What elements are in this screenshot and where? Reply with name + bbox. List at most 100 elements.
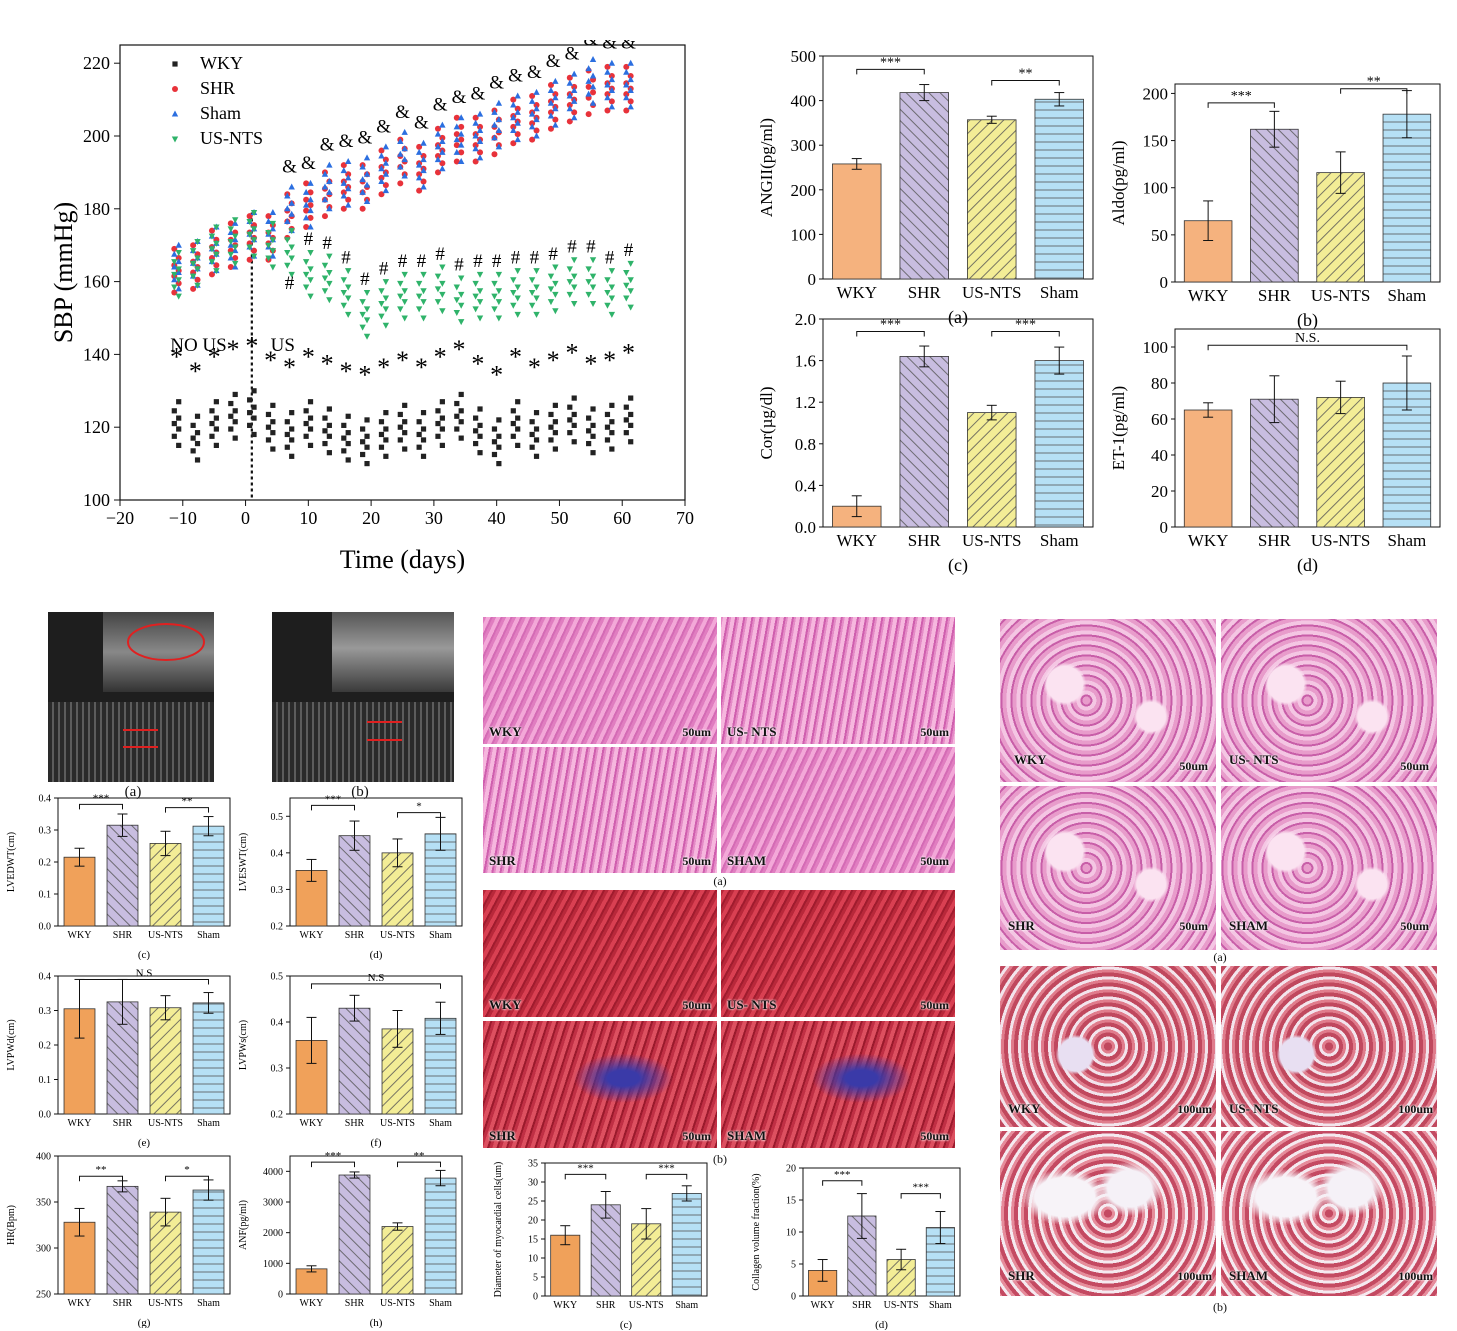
- point-triangle-down: [171, 136, 179, 143]
- point-triangle-down: [570, 300, 578, 307]
- point-square: [477, 406, 483, 412]
- point-circle: [458, 149, 465, 156]
- y-tick-label: 150: [1143, 132, 1169, 151]
- point-triangle-up: [510, 127, 517, 134]
- point-circle: [458, 136, 465, 143]
- y-tick-label: 0.3: [39, 826, 52, 837]
- point-triangle-down: [528, 302, 536, 309]
- point-triangle-up: [382, 159, 390, 166]
- kidney-he-sham: SHAM 50um: [1221, 786, 1437, 950]
- point-triangle-down: [552, 264, 559, 271]
- point-triangle-up: [566, 105, 574, 112]
- significance-amp: &: [357, 127, 372, 148]
- y-tick-label: 100: [1143, 338, 1169, 357]
- echo-caption-b: (b): [351, 784, 369, 800]
- y-tick-label: 40: [1151, 446, 1168, 465]
- point-square: [402, 446, 408, 452]
- significance-label: ***: [325, 793, 342, 805]
- x-tick-label: SHR: [908, 283, 942, 302]
- y-tick-label: 200: [791, 181, 817, 200]
- point-square: [303, 408, 309, 414]
- y-tick-label: 400: [36, 1152, 51, 1163]
- significance-label: ***: [577, 1162, 594, 1174]
- point-triangle-down: [269, 264, 277, 271]
- point-triangle-up: [378, 165, 385, 172]
- x-tick-label: WKY: [68, 1298, 92, 1309]
- point-triangle-down: [265, 255, 272, 262]
- point-square: [307, 442, 314, 448]
- point-square: [529, 444, 535, 450]
- point-triangle-up: [378, 152, 385, 159]
- point-square: [515, 442, 521, 448]
- point-triangle-down: [175, 277, 182, 284]
- point-triangle-up: [476, 110, 484, 117]
- significance-amp: &: [546, 51, 561, 72]
- point-triangle-up: [340, 192, 348, 199]
- significance-hash: #: [285, 273, 295, 294]
- point-square: [270, 446, 276, 452]
- significance-hash: #: [454, 255, 464, 276]
- y-axis-label: LVEDWT(cm): [6, 832, 17, 892]
- chart-caption: (g): [138, 1317, 151, 1328]
- x-tick-label: Sham: [1040, 283, 1079, 302]
- y-tick-label: 100: [83, 490, 110, 510]
- point-triangle-down: [227, 226, 235, 233]
- point-triangle-up: [623, 68, 630, 75]
- significance-bracket: [397, 1161, 441, 1168]
- point-square: [194, 413, 201, 419]
- point-triangle-down: [476, 271, 484, 278]
- kidney-he-caption: (a): [1213, 950, 1227, 964]
- point-triangle-down: [533, 268, 540, 275]
- significance-star: *: [283, 353, 296, 382]
- point-triangle-down: [552, 291, 559, 298]
- point-triangle-up: [284, 205, 291, 212]
- bar-sham: [1034, 360, 1084, 528]
- point-square: [552, 446, 558, 452]
- point-square: [623, 430, 629, 436]
- point-triangle-down: [213, 268, 220, 275]
- point-square: [176, 415, 182, 421]
- point-triangle-up: [382, 170, 390, 177]
- x-tick-label: 20: [362, 508, 380, 528]
- significance-hash: #: [304, 229, 314, 250]
- point-triangle-down: [604, 290, 611, 297]
- y-tick-label: 200: [83, 126, 110, 146]
- point-square: [303, 433, 309, 439]
- point-triangle-up: [566, 79, 574, 86]
- y-tick-label: 35: [528, 1159, 538, 1170]
- point-triangle-down: [189, 260, 197, 267]
- point-triangle-up: [269, 225, 277, 232]
- point-triangle-down: [344, 284, 352, 291]
- x-tick-label: Sham: [1040, 531, 1079, 550]
- significance-hash: #: [360, 269, 370, 290]
- point-triangle-down: [250, 209, 258, 216]
- point-triangle-up: [401, 128, 408, 135]
- significance-label: ***: [658, 1162, 675, 1174]
- point-triangle-down: [434, 299, 442, 306]
- point-triangle-up: [552, 94, 559, 101]
- point-triangle-up: [608, 103, 616, 110]
- point-triangle-down: [227, 239, 235, 246]
- point-circle: [303, 196, 310, 203]
- y-tick-label: 0.4: [39, 794, 52, 805]
- point-square: [289, 437, 295, 443]
- y-tick-label: 1.6: [795, 352, 816, 371]
- point-square: [473, 428, 479, 434]
- point-triangle-down: [359, 299, 366, 306]
- kidney-mt-shr: SHR 100um: [1000, 1131, 1216, 1296]
- point-triangle-up: [307, 196, 314, 203]
- point-square: [383, 426, 389, 432]
- significance-label: **: [1019, 67, 1033, 82]
- point-triangle-up: [604, 81, 611, 88]
- point-triangle-up: [585, 90, 592, 97]
- point-triangle-down: [302, 259, 310, 266]
- significance-star: *: [302, 342, 315, 371]
- point-triangle-down: [307, 266, 314, 273]
- point-square: [383, 410, 389, 416]
- point-square: [345, 413, 351, 419]
- point-triangle-up: [533, 132, 540, 139]
- x-tick-label: US-NTS: [380, 930, 415, 941]
- point-triangle-down: [326, 253, 333, 260]
- point-square: [345, 440, 351, 447]
